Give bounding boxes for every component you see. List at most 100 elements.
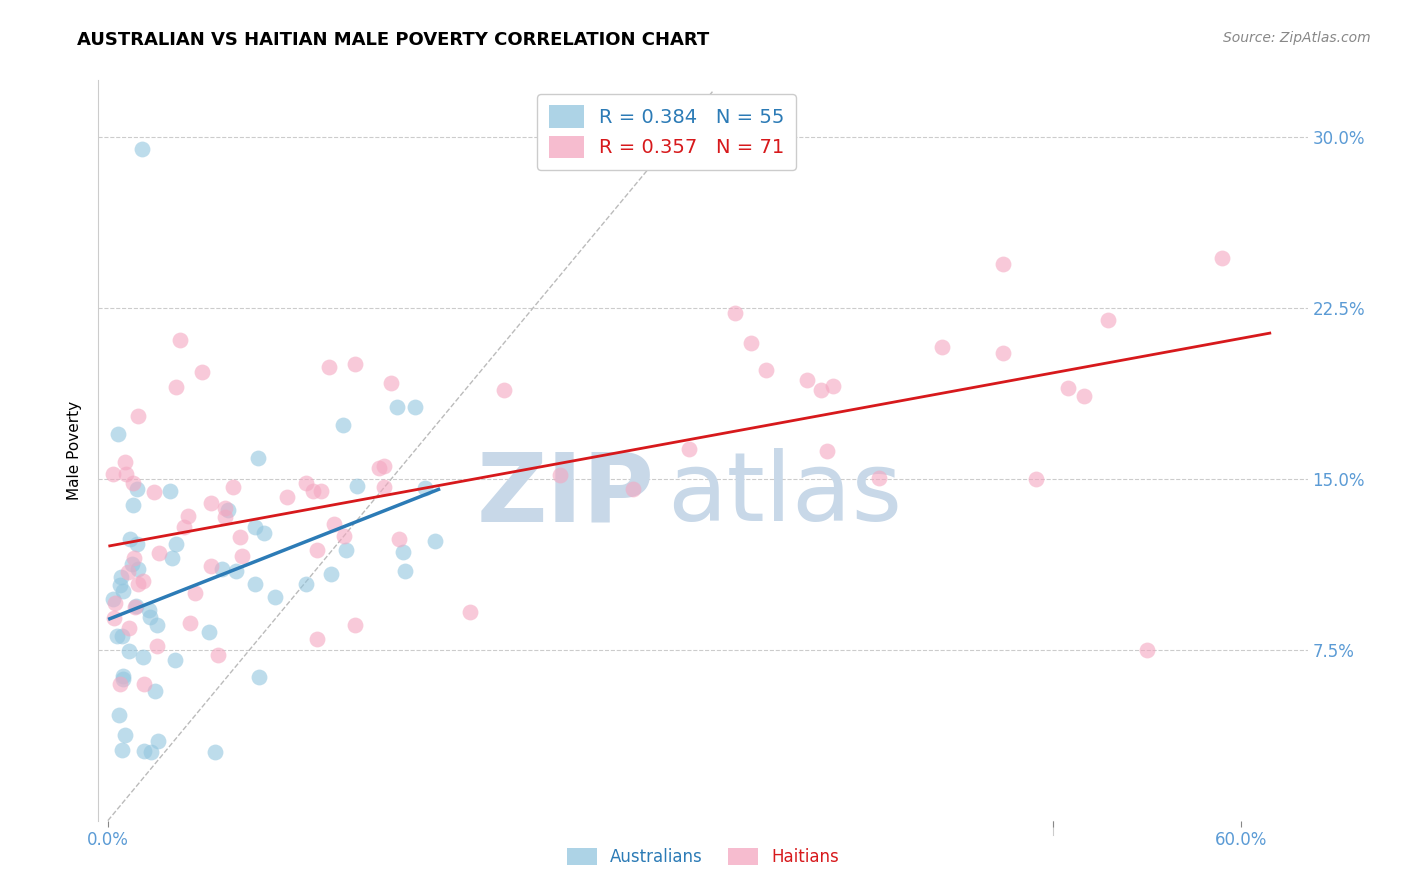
Point: [143, 683, 166, 698]
Point: [214, 509, 236, 524]
Point: [127, 537, 149, 551]
Point: [112, 583, 135, 598]
Point: [323, 516, 346, 531]
Point: [122, 476, 145, 491]
Point: [217, 502, 239, 516]
Point: [796, 373, 818, 387]
Point: [124, 600, 146, 615]
Point: [815, 444, 838, 458]
Point: [404, 400, 426, 414]
Point: [373, 459, 395, 474]
Point: [373, 480, 395, 494]
Point: [302, 483, 325, 498]
Point: [125, 483, 148, 497]
Point: [318, 359, 340, 374]
Point: [122, 551, 145, 566]
Point: [931, 340, 953, 354]
Point: [492, 383, 515, 397]
Point: [821, 379, 844, 393]
Point: [346, 479, 368, 493]
Point: [103, 611, 125, 625]
Point: [134, 744, 156, 758]
Point: [191, 365, 214, 379]
Point: [1211, 251, 1233, 265]
Point: [125, 599, 148, 614]
Point: [211, 562, 233, 576]
Point: [245, 577, 267, 591]
Point: [104, 596, 127, 610]
Point: [249, 670, 271, 684]
Point: [141, 745, 163, 759]
Point: [225, 564, 247, 578]
Point: [294, 577, 316, 591]
Point: [142, 484, 165, 499]
Point: [183, 586, 205, 600]
Point: [122, 498, 145, 512]
Point: [134, 677, 156, 691]
Point: [246, 451, 269, 466]
Legend: Australians, Haitians: Australians, Haitians: [560, 841, 846, 873]
Point: [110, 570, 132, 584]
Point: [108, 708, 131, 723]
Point: [678, 442, 700, 457]
Legend: R = 0.384   N = 55, R = 0.357   N = 71: R = 0.384 N = 55, R = 0.357 N = 71: [537, 94, 796, 169]
Point: [111, 629, 134, 643]
Point: [118, 533, 141, 547]
Point: [169, 334, 191, 348]
Point: [1097, 312, 1119, 326]
Point: [335, 543, 357, 558]
Point: [108, 677, 131, 691]
Point: [173, 520, 195, 534]
Point: [413, 481, 436, 495]
Point: [229, 530, 252, 544]
Point: [177, 509, 200, 524]
Point: [108, 578, 131, 592]
Point: [294, 475, 316, 490]
Point: [740, 335, 762, 350]
Point: [162, 551, 184, 566]
Point: [179, 615, 201, 630]
Point: [214, 501, 236, 516]
Point: [343, 357, 366, 371]
Point: [146, 617, 169, 632]
Point: [103, 591, 125, 606]
Point: [159, 484, 181, 499]
Point: [114, 727, 136, 741]
Text: AUSTRALIAN VS HAITIAN MALE POVERTY CORRELATION CHART: AUSTRALIAN VS HAITIAN MALE POVERTY CORRE…: [77, 31, 710, 49]
Point: [163, 653, 186, 667]
Point: [253, 526, 276, 541]
Point: [115, 467, 138, 481]
Point: [548, 468, 571, 483]
Point: [380, 376, 402, 390]
Point: [343, 618, 366, 632]
Point: [118, 621, 141, 635]
Point: [127, 576, 149, 591]
Point: [111, 672, 134, 686]
Point: [207, 648, 229, 662]
Point: [623, 482, 645, 496]
Point: [991, 257, 1014, 271]
Point: [148, 546, 170, 560]
Point: [114, 455, 136, 469]
Text: Source: ZipAtlas.com: Source: ZipAtlas.com: [1223, 31, 1371, 45]
Point: [146, 734, 169, 748]
Point: [132, 574, 155, 588]
Point: [127, 562, 149, 576]
Y-axis label: Male Poverty: Male Poverty: [67, 401, 83, 500]
Point: [724, 306, 747, 320]
Point: [117, 644, 139, 658]
Point: [333, 529, 356, 543]
Point: [458, 606, 481, 620]
Point: [204, 745, 226, 759]
Point: [810, 383, 832, 397]
Point: [138, 609, 160, 624]
Point: [387, 400, 409, 414]
Point: [243, 520, 266, 534]
Point: [276, 490, 298, 504]
Point: [132, 650, 155, 665]
Point: [394, 564, 416, 578]
Point: [111, 743, 134, 757]
Point: [146, 639, 169, 653]
Point: [311, 484, 333, 499]
Point: [1136, 642, 1159, 657]
